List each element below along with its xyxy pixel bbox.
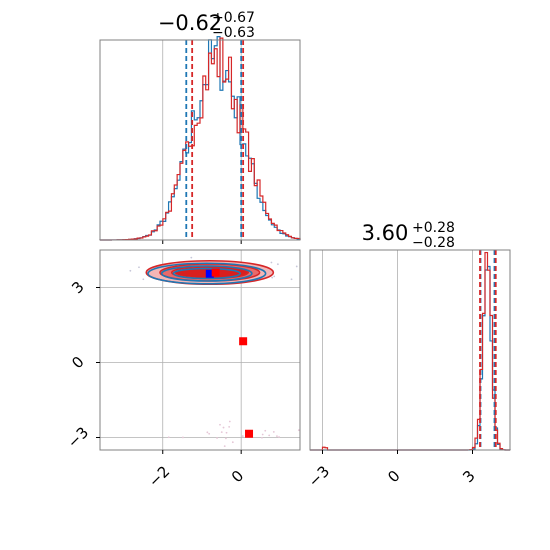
x-tick-labels: −2 0 <box>145 450 247 491</box>
x-tick-label: −2 <box>145 462 173 490</box>
histogram-step-red <box>99 37 301 241</box>
title-value: 3.60 <box>362 221 409 245</box>
x-tick-label: 3 <box>459 467 478 486</box>
marker-point <box>205 269 214 278</box>
x-tick-labels: −3 0 3 <box>305 450 479 491</box>
sample-point <box>241 435 244 437</box>
sample-point <box>273 275 276 278</box>
marker-points <box>205 268 254 438</box>
sample-point <box>222 426 225 429</box>
histogram-grid <box>322 250 473 450</box>
sample-point <box>167 436 170 439</box>
sample-point <box>231 441 234 444</box>
title-lower-error: −0.63 <box>212 25 255 41</box>
sample-point <box>228 426 231 428</box>
sample-point <box>295 265 298 268</box>
sample-point <box>276 263 279 266</box>
sample-point <box>216 437 218 439</box>
histogram-frame <box>309 249 511 451</box>
contour-frame <box>99 249 301 451</box>
histogram-steps <box>99 36 301 241</box>
y-tick-label: 3 <box>68 278 87 297</box>
y-tick-label: −3 <box>64 423 92 451</box>
contour-grid <box>100 250 300 450</box>
contour-scatter-panel: −2 0 −3 0 3 <box>64 249 301 491</box>
x-tick-label: 0 <box>384 467 403 486</box>
sample-point <box>206 431 209 434</box>
sample-point <box>270 261 273 264</box>
title-lower-error: −0.28 <box>412 235 455 251</box>
sample-point <box>208 432 211 435</box>
sample-point <box>142 278 145 281</box>
sample-point <box>261 436 263 439</box>
sample-point <box>129 269 132 272</box>
sample-point <box>225 431 228 434</box>
title-upper-error: +0.28 <box>412 220 455 236</box>
marker-point <box>245 429 254 438</box>
sample-point <box>264 429 267 432</box>
sample-point <box>261 433 264 436</box>
sample-point <box>223 445 226 447</box>
histogram-step-blue <box>99 36 301 241</box>
sample-point <box>278 436 280 438</box>
sample-point <box>225 437 227 440</box>
histogram-frame <box>99 39 301 241</box>
histogram-title: 3.60 <box>362 221 409 245</box>
sample-point <box>190 256 193 259</box>
sample-point <box>297 429 300 432</box>
sample-point <box>268 434 271 437</box>
sample-point <box>276 435 278 438</box>
sample-point <box>290 278 293 281</box>
contour-line-blue <box>147 262 267 285</box>
histogram-title: −0.62 <box>158 11 222 35</box>
sample-point <box>220 431 223 434</box>
y-tick-labels: −3 0 3 <box>64 278 100 452</box>
histogram-panel-param1: −0.62 +0.67 −0.63 <box>99 10 301 244</box>
x-tick-label: 0 <box>228 467 247 486</box>
marker-point <box>211 268 220 277</box>
title-upper-error: +0.67 <box>212 10 255 26</box>
marker-point <box>239 337 248 346</box>
sample-point <box>182 436 184 439</box>
sample-points <box>129 256 300 447</box>
density-contours <box>145 259 275 286</box>
quantile-lines <box>185 40 245 240</box>
contour-line-blue <box>172 267 241 280</box>
sample-point <box>228 420 231 423</box>
quantile-lines <box>479 250 497 450</box>
title-value: −0.62 <box>158 11 222 35</box>
y-tick-label: 0 <box>68 353 87 372</box>
x-tick-label: −3 <box>305 462 333 490</box>
sample-point <box>138 266 140 269</box>
sample-point <box>271 276 274 279</box>
sample-point <box>272 431 275 433</box>
contour-line-blue <box>160 265 253 282</box>
histogram-grid <box>162 40 242 244</box>
sample-point <box>219 423 221 426</box>
histogram-panel-param2: 3.60 +0.28 −0.28 −3 0 3 <box>305 220 511 491</box>
